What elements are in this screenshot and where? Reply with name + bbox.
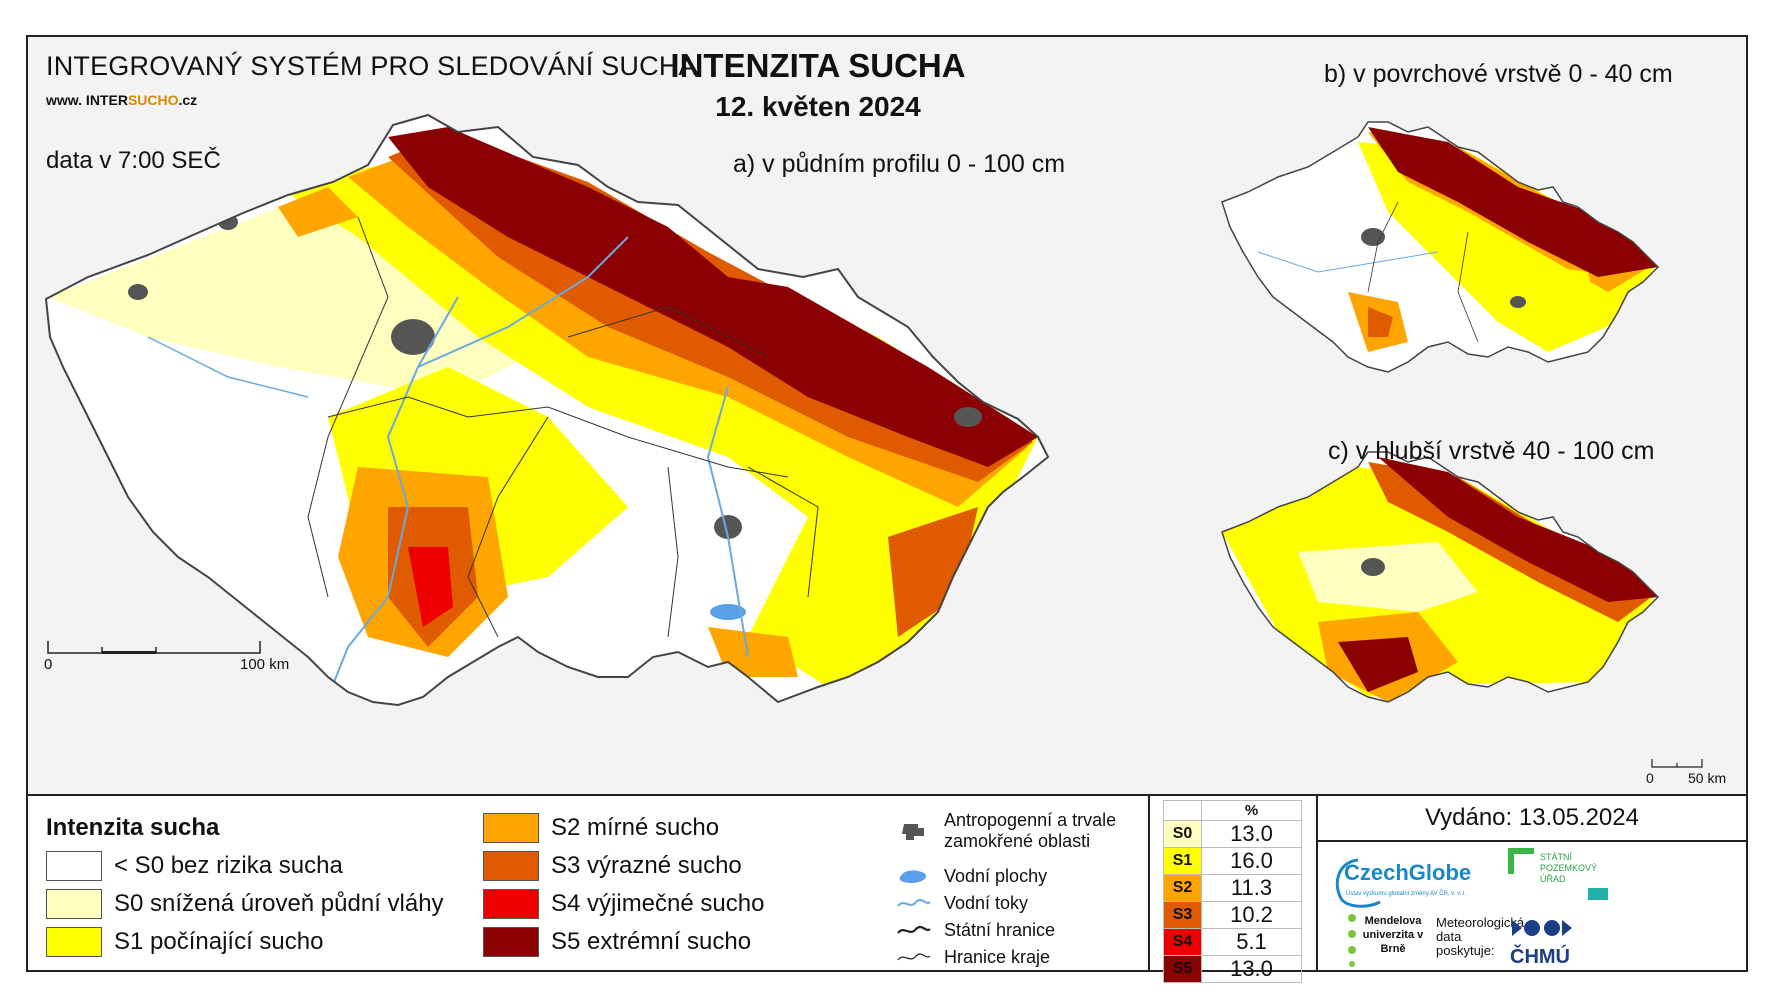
stats-code: S0	[1163, 820, 1202, 848]
map-a-czech-drought	[44, 113, 1050, 707]
stats-code: S5	[1163, 955, 1202, 983]
side-maps-panel: 0 50 km	[1218, 37, 1746, 794]
legend-class-s3: S3 výrazné sucho	[483, 851, 742, 881]
stats-value: 13.0	[1201, 955, 1302, 983]
stats-table: % S0 13.0 S1 16.0 S2 11.3 S3 10.2 S4 5.1	[1163, 800, 1302, 983]
legend-label: S0 snížená úroveň půdní vláhy	[114, 890, 444, 917]
divider	[1316, 796, 1318, 972]
legend-label: S2 mírné sucho	[551, 814, 720, 841]
legend-symbol-label: Vodní plochy	[944, 865, 1048, 886]
legend-swatch	[46, 927, 102, 957]
state-border-icon	[897, 925, 931, 934]
czechglobe-logo-subtext: Ústav výzkumu globální změny AV ČR, v. v…	[1346, 891, 1467, 897]
stats-row: S4 5.1	[1163, 928, 1302, 956]
stats-row: S5 13.0	[1163, 955, 1302, 983]
water-body-icon	[899, 870, 927, 883]
legend-class-s0: S0 snížená úroveň půdní vláhy	[46, 889, 444, 919]
legend-class-s2: S2 mírné sucho	[483, 813, 719, 843]
divider	[1148, 796, 1150, 972]
stats-value: 13.0	[1201, 820, 1302, 848]
legend-symbol-river: Vodní toky	[896, 892, 1028, 914]
map-date: 12. květen 2024	[715, 91, 921, 122]
river-icon	[897, 899, 931, 907]
stats-value: 11.3	[1201, 874, 1302, 902]
stats-header-row: %	[1163, 800, 1302, 821]
stats-code: S2	[1163, 874, 1202, 902]
scale-c-end: 50 km	[1688, 770, 1727, 786]
legend-class-s1: S1 počínající sucho	[46, 927, 323, 957]
legend-symbol-water: Vodní plochy	[896, 865, 1047, 887]
main-map-panel: INTEGROVANÝ SYSTÉM PRO SLEDOVÁNÍ SUCHA w…	[28, 37, 1218, 794]
website-url[interactable]: www. INTERSUCHO.cz	[46, 92, 198, 108]
legend-class-none: < S0 bez rizika sucha	[46, 851, 343, 881]
czechglobe-logo-text: CzechGlobe	[1344, 860, 1472, 885]
chmu-logo-icon	[1512, 920, 1572, 936]
stats-row: S2 11.3	[1163, 874, 1302, 902]
scale-bar-c	[1651, 759, 1703, 768]
scale-a-end: 100 km	[240, 656, 290, 673]
system-title: INTEGROVANÝ SYSTÉM PRO SLEDOVÁNÍ SUCHA	[46, 51, 697, 81]
divider	[1318, 840, 1746, 842]
mendel-logo-icon	[1348, 914, 1356, 967]
mendel-logo-text: Mendelova univerzita v Brně	[1362, 915, 1424, 955]
legend-symbol-label: Státní hranice	[944, 919, 1056, 940]
map-c-label: c) v hlubší vrstvě 40 - 100 cm	[1328, 437, 1655, 465]
legend-symbol-label: Vodní toky	[944, 892, 1029, 913]
legend-label: S3 výrazné sucho	[551, 852, 742, 879]
legend-symbol-label: Antropogenní a trvale zamokřené oblasti	[944, 810, 1117, 851]
map-a-label: a) v půdním profilu 0 - 100 cm	[733, 150, 1066, 178]
legend-swatch	[483, 813, 539, 843]
stats-header: %	[1201, 800, 1302, 821]
urban-area-icon	[902, 824, 924, 840]
legend-swatch	[483, 889, 539, 919]
map-b-label: b) v povrchové vrstvě 0 - 40 cm	[1324, 60, 1673, 88]
scale-bar-a	[47, 641, 261, 654]
legend-title: Intenzita sucha	[46, 814, 220, 841]
region-border-icon	[897, 953, 931, 961]
map-b-czech-drought	[1221, 121, 1660, 373]
chmu-logo-text: ČHMÚ	[1510, 946, 1570, 968]
data-time: data v 7:00 SEČ	[46, 147, 221, 174]
issued-date: Vydáno: 13.05.2024	[1425, 804, 1639, 831]
main-title: INTENZITA SUCHA	[670, 47, 966, 84]
legend-swatch	[46, 889, 102, 919]
stats-code: S4	[1163, 928, 1202, 956]
drought-map-frame: INTEGROVANÝ SYSTÉM PRO SLEDOVÁNÍ SUCHA w…	[26, 35, 1748, 983]
stats-row: S3 10.2	[1163, 901, 1302, 929]
legend-label: < S0 bez rizika sucha	[114, 852, 343, 879]
czechglobe-logo-icon	[1335, 858, 1381, 908]
legend-label: S5 extrémní sucho	[551, 928, 752, 955]
legend-symbol-label: Hranice kraje	[944, 946, 1051, 967]
legend-swatch	[46, 851, 102, 881]
legend-symbol-region-border: Hranice kraje	[896, 946, 1050, 968]
legend-symbol-state-border: Státní hranice	[896, 919, 1055, 941]
spu-logo-accent	[1588, 888, 1608, 900]
stats-value: 10.2	[1201, 901, 1302, 929]
legend-label: S1 počínající sucho	[114, 928, 324, 955]
legend-bar: Intenzita sucha < S0 bez rizika sucha S0…	[28, 794, 1746, 983]
spu-logo-text: STÁTNÍ POZEMKOVÝ ÚŘAD	[1540, 852, 1598, 884]
scale-c-start: 0	[1646, 770, 1654, 786]
stats-code: S3	[1163, 901, 1202, 929]
legend-label: S4 výjimečné sucho	[551, 890, 765, 917]
scale-a-start: 0	[44, 656, 53, 673]
legend-swatch	[483, 851, 539, 881]
met-data-text: Meteorologická data poskytuje:	[1436, 915, 1525, 958]
legend-class-s5: S5 extrémní sucho	[483, 927, 751, 957]
spu-logo-icon	[1508, 848, 1534, 874]
stats-code: S1	[1163, 847, 1202, 875]
legend-symbol-urban: Antropogenní a trvale zamokřené oblasti	[896, 810, 1136, 852]
map-c-czech-drought	[1221, 451, 1660, 703]
stats-row: S1 16.0	[1163, 847, 1302, 875]
stats-value: 5.1	[1201, 928, 1302, 956]
legend-swatch	[483, 927, 539, 957]
legend-class-s4: S4 výjimečné sucho	[483, 889, 764, 919]
stats-row: S0 13.0	[1163, 820, 1302, 848]
stats-value: 16.0	[1201, 847, 1302, 875]
